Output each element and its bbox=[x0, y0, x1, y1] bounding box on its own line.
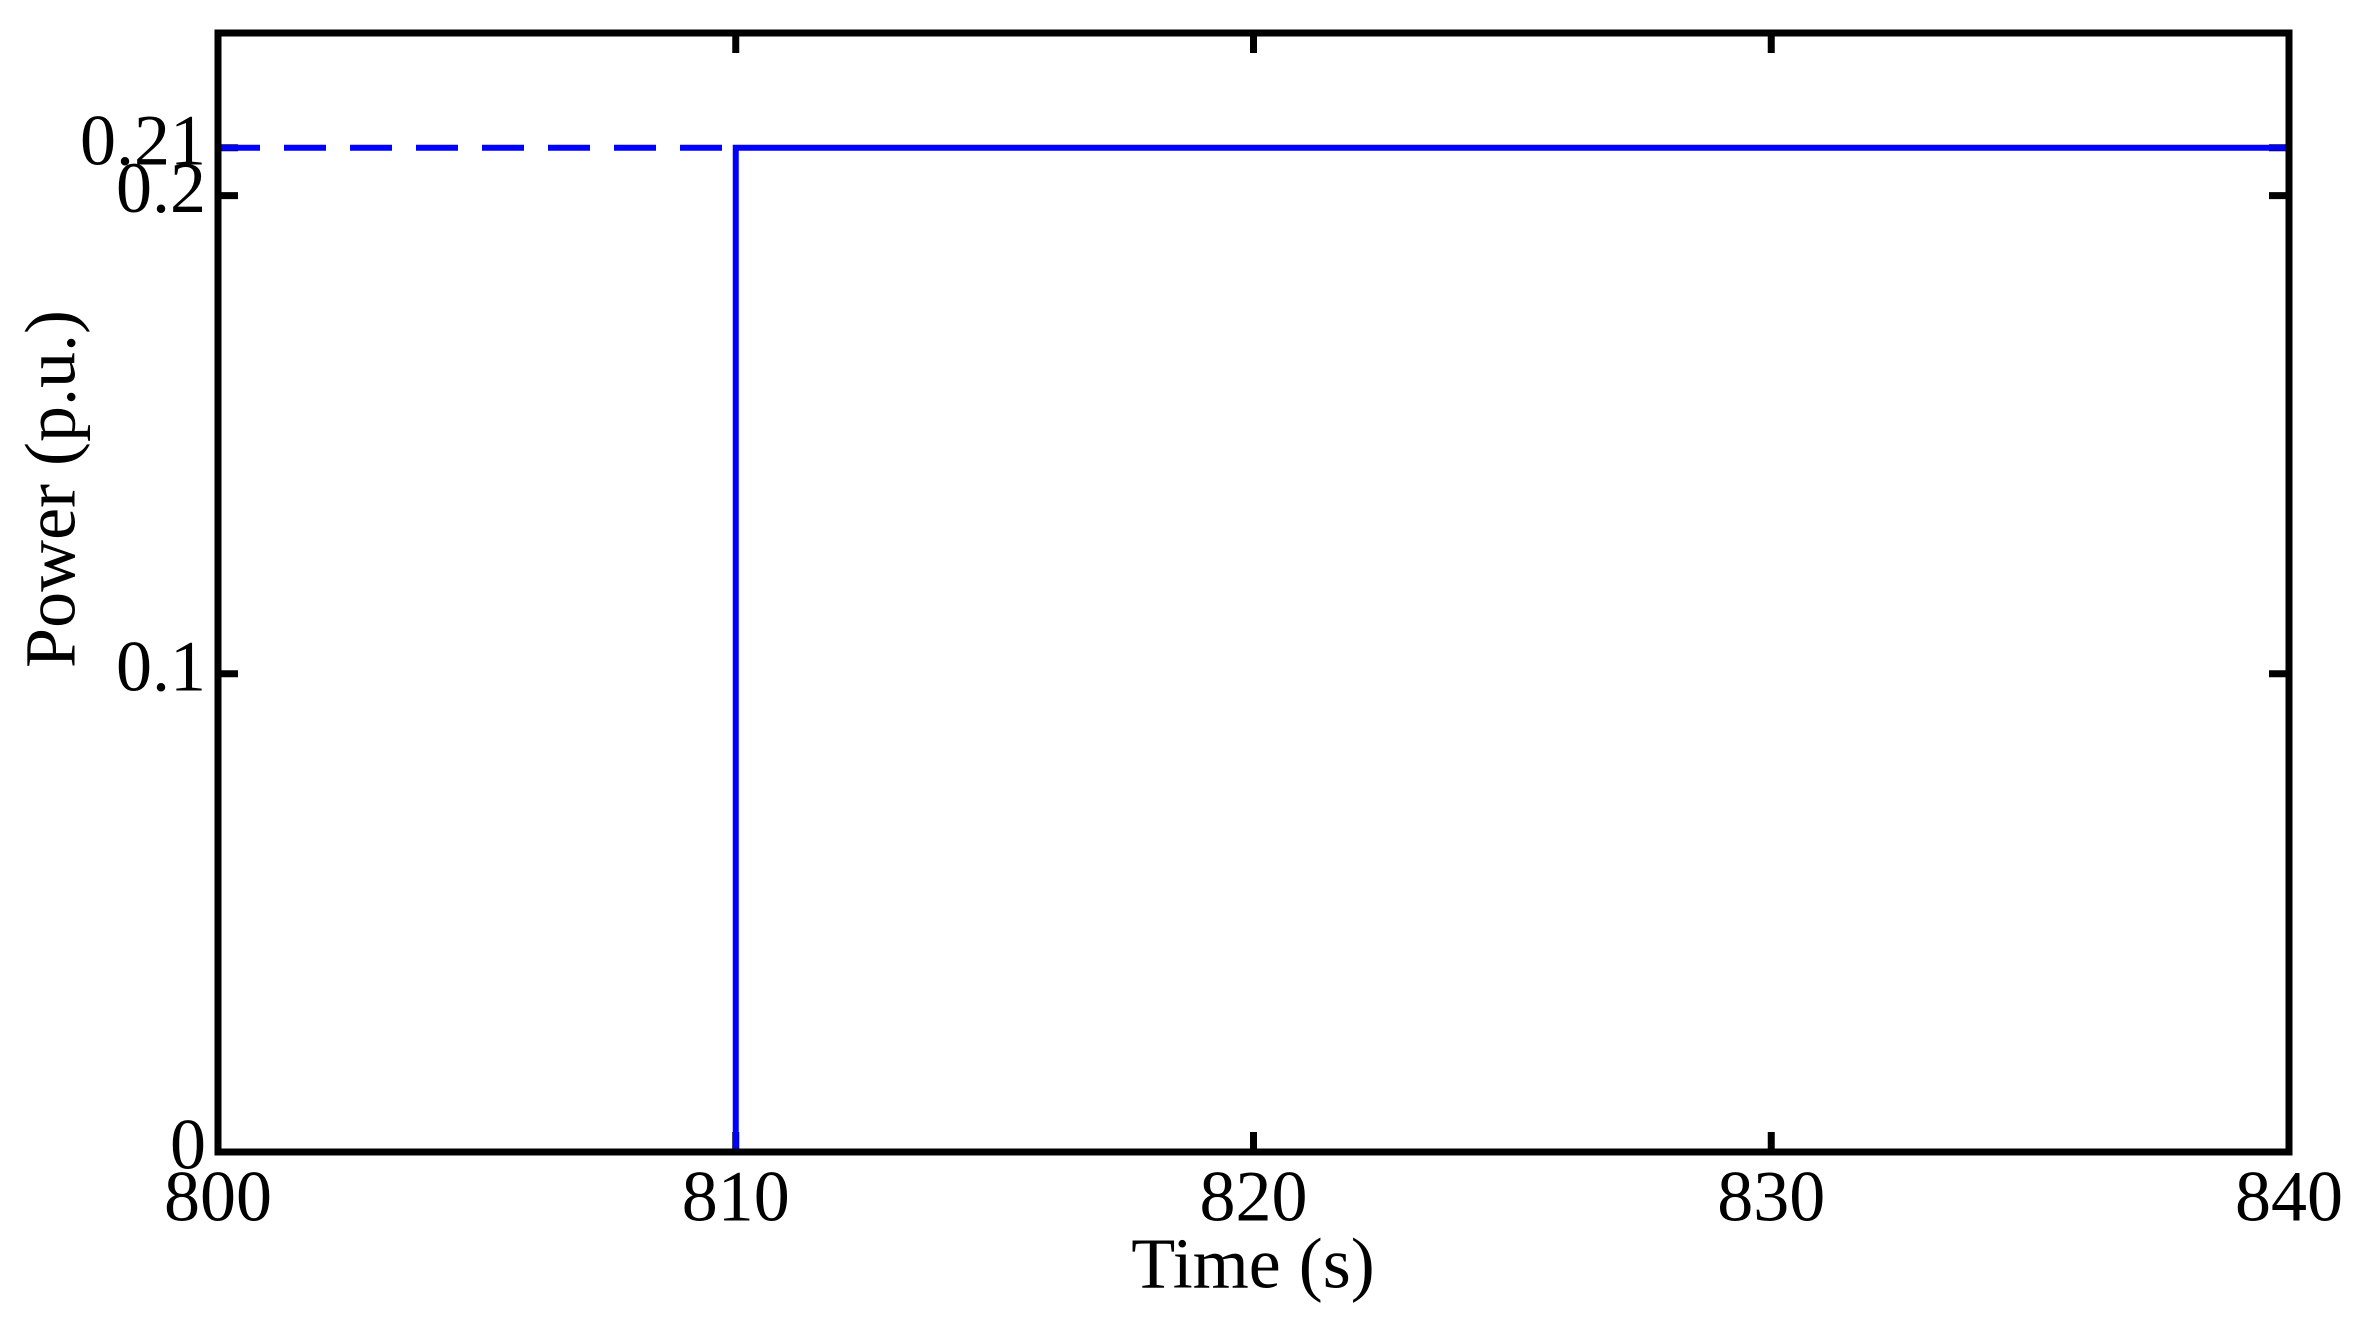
data-line bbox=[218, 144, 2289, 1155]
y-tick-label: 0.2 bbox=[116, 148, 206, 228]
x-tick-label: 840 bbox=[2235, 1157, 2343, 1237]
x-tick-label: 800 bbox=[164, 1157, 272, 1237]
x-tick-label: 820 bbox=[1200, 1157, 1308, 1237]
y-tick-label: 0.21 bbox=[80, 100, 206, 180]
plot-frame bbox=[214, 29, 2293, 1156]
y-axis-label: Power (p.u.) bbox=[11, 310, 91, 668]
x-tick-label: 810 bbox=[682, 1157, 790, 1237]
y-tick-label: 0.1 bbox=[116, 626, 206, 706]
x-tick-label: 830 bbox=[1717, 1157, 1825, 1237]
y-tick-label: 0 bbox=[170, 1105, 206, 1185]
x-axis-label: Time (s) bbox=[1131, 1224, 1374, 1304]
